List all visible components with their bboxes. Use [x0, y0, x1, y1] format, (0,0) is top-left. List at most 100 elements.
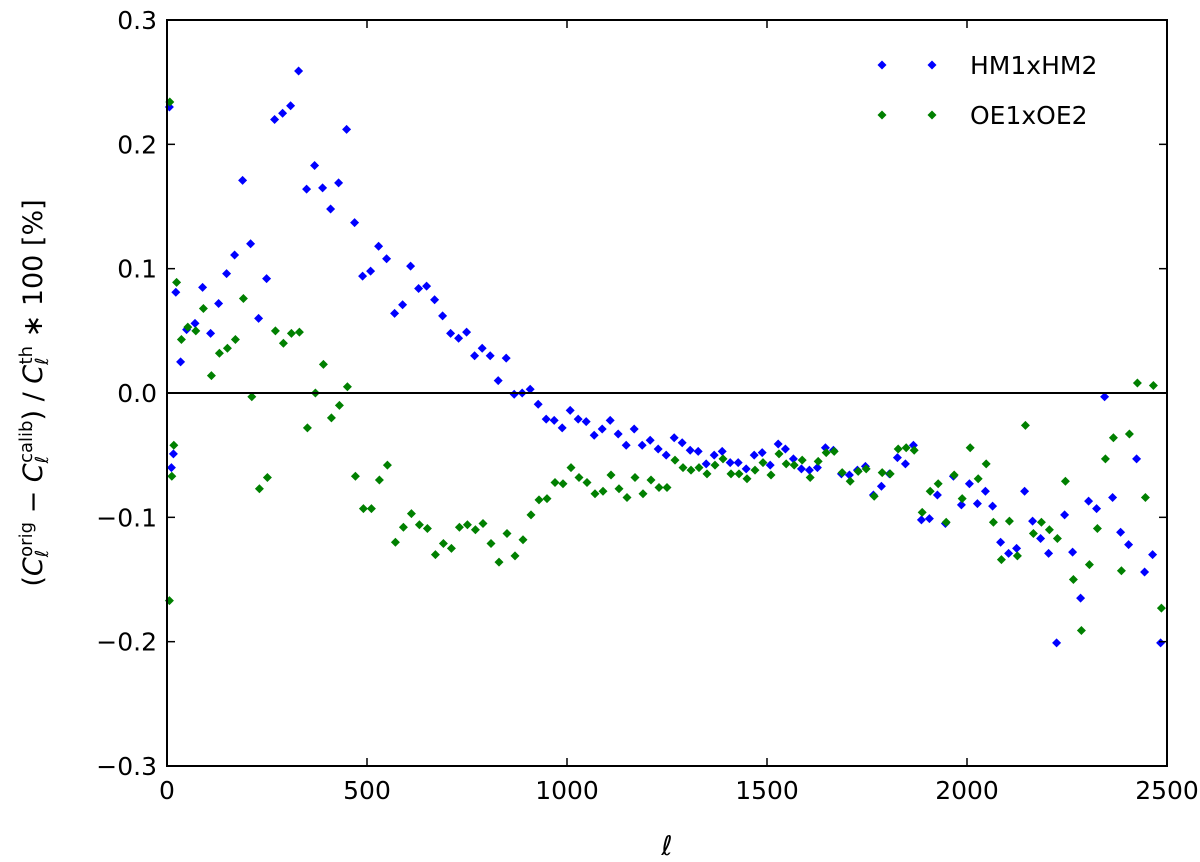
- data-point: [478, 519, 488, 529]
- data-point: [646, 475, 656, 485]
- data-point: [493, 376, 503, 386]
- data-point: [606, 470, 616, 480]
- data-point: [262, 473, 272, 483]
- data-point: [566, 463, 576, 473]
- data-point: [278, 108, 288, 118]
- data-point: [326, 204, 336, 214]
- data-point: [749, 450, 759, 460]
- data-point: [1004, 548, 1014, 558]
- data-point: [941, 517, 951, 527]
- data-point: [541, 414, 551, 424]
- data-point: [757, 448, 767, 458]
- data-point: [190, 318, 200, 328]
- data-point: [924, 514, 934, 524]
- data-point: [350, 471, 360, 481]
- x-axis-label: ℓ: [660, 831, 672, 862]
- data-point: [398, 300, 408, 310]
- data-point: [390, 308, 400, 318]
- data-point: [670, 455, 680, 465]
- data-point: [694, 463, 704, 473]
- data-point: [438, 538, 448, 548]
- data-point: [558, 479, 568, 489]
- data-point: [742, 474, 752, 484]
- data-point: [597, 424, 607, 434]
- legend-marker-icon: [927, 110, 937, 120]
- data-point: [621, 440, 631, 450]
- data-point: [318, 359, 328, 369]
- data-point: [916, 515, 926, 525]
- data-point: [661, 450, 671, 460]
- data-point: [1116, 566, 1126, 576]
- data-point: [238, 294, 248, 304]
- data-point: [629, 424, 639, 434]
- data-point: [542, 494, 552, 504]
- data-point: [861, 464, 871, 474]
- data-point: [176, 357, 186, 367]
- data-point: [382, 460, 392, 470]
- data-point: [662, 482, 672, 492]
- data-point: [1060, 510, 1070, 520]
- data-point: [654, 482, 664, 492]
- data-point: [1076, 593, 1086, 603]
- data-point: [876, 481, 886, 491]
- data-point: [494, 557, 504, 567]
- x-tick-label: 500: [343, 776, 391, 805]
- data-point: [454, 522, 464, 532]
- data-point: [932, 490, 942, 500]
- y-label-part: (: [18, 576, 49, 587]
- data-point: [510, 551, 520, 561]
- data-point: [286, 101, 296, 111]
- x-tick-label: 2000: [935, 776, 999, 805]
- data-point: [893, 444, 903, 454]
- data-point: [718, 454, 728, 464]
- data-point: [965, 443, 975, 453]
- y-tick-label: 0.0: [117, 379, 157, 408]
- data-point: [414, 284, 424, 294]
- y-label-part: ∗ 100 [%]: [18, 199, 49, 346]
- data-point: [717, 446, 727, 456]
- y-label-part: ℓ: [32, 456, 53, 464]
- legend-label: OE1xOE2: [970, 101, 1088, 130]
- y-tick-label: −0.3: [96, 752, 157, 781]
- x-tick-label: 1000: [535, 776, 599, 805]
- data-point: [581, 417, 591, 427]
- data-point: [238, 175, 248, 185]
- data-point: [630, 473, 640, 483]
- data-point: [973, 474, 983, 484]
- data-point: [525, 384, 535, 394]
- y-label-part: calib: [16, 421, 37, 463]
- data-point: [1092, 524, 1102, 534]
- data-point: [917, 507, 927, 517]
- data-point: [1148, 550, 1158, 560]
- data-point: [972, 499, 982, 509]
- data-point: [230, 335, 240, 345]
- data-point: [645, 435, 655, 445]
- data-point: [804, 465, 814, 475]
- data-point: [214, 298, 224, 308]
- data-point: [270, 114, 280, 124]
- data-point: [750, 465, 760, 475]
- data-point: [877, 468, 887, 478]
- data-point: [382, 254, 392, 264]
- y-tick-label: −0.1: [96, 503, 157, 532]
- data-point: [956, 500, 966, 510]
- data-point: [925, 486, 935, 496]
- data-point: [366, 266, 376, 276]
- data-point: [1068, 547, 1078, 557]
- data-point: [622, 492, 632, 502]
- data-point: [222, 269, 232, 279]
- data-point: [1140, 567, 1150, 577]
- data-point: [406, 509, 416, 519]
- data-point: [169, 440, 179, 450]
- data-point: [326, 413, 336, 423]
- data-point: [1132, 378, 1142, 388]
- data-point: [980, 486, 990, 496]
- series-hm1xhm2: [164, 66, 1166, 648]
- data-point: [501, 353, 511, 363]
- data-point: [812, 463, 822, 473]
- data-point: [813, 456, 823, 466]
- data-point: [1060, 476, 1070, 486]
- data-point: [550, 478, 560, 488]
- data-point: [310, 160, 320, 170]
- data-point: [796, 464, 806, 474]
